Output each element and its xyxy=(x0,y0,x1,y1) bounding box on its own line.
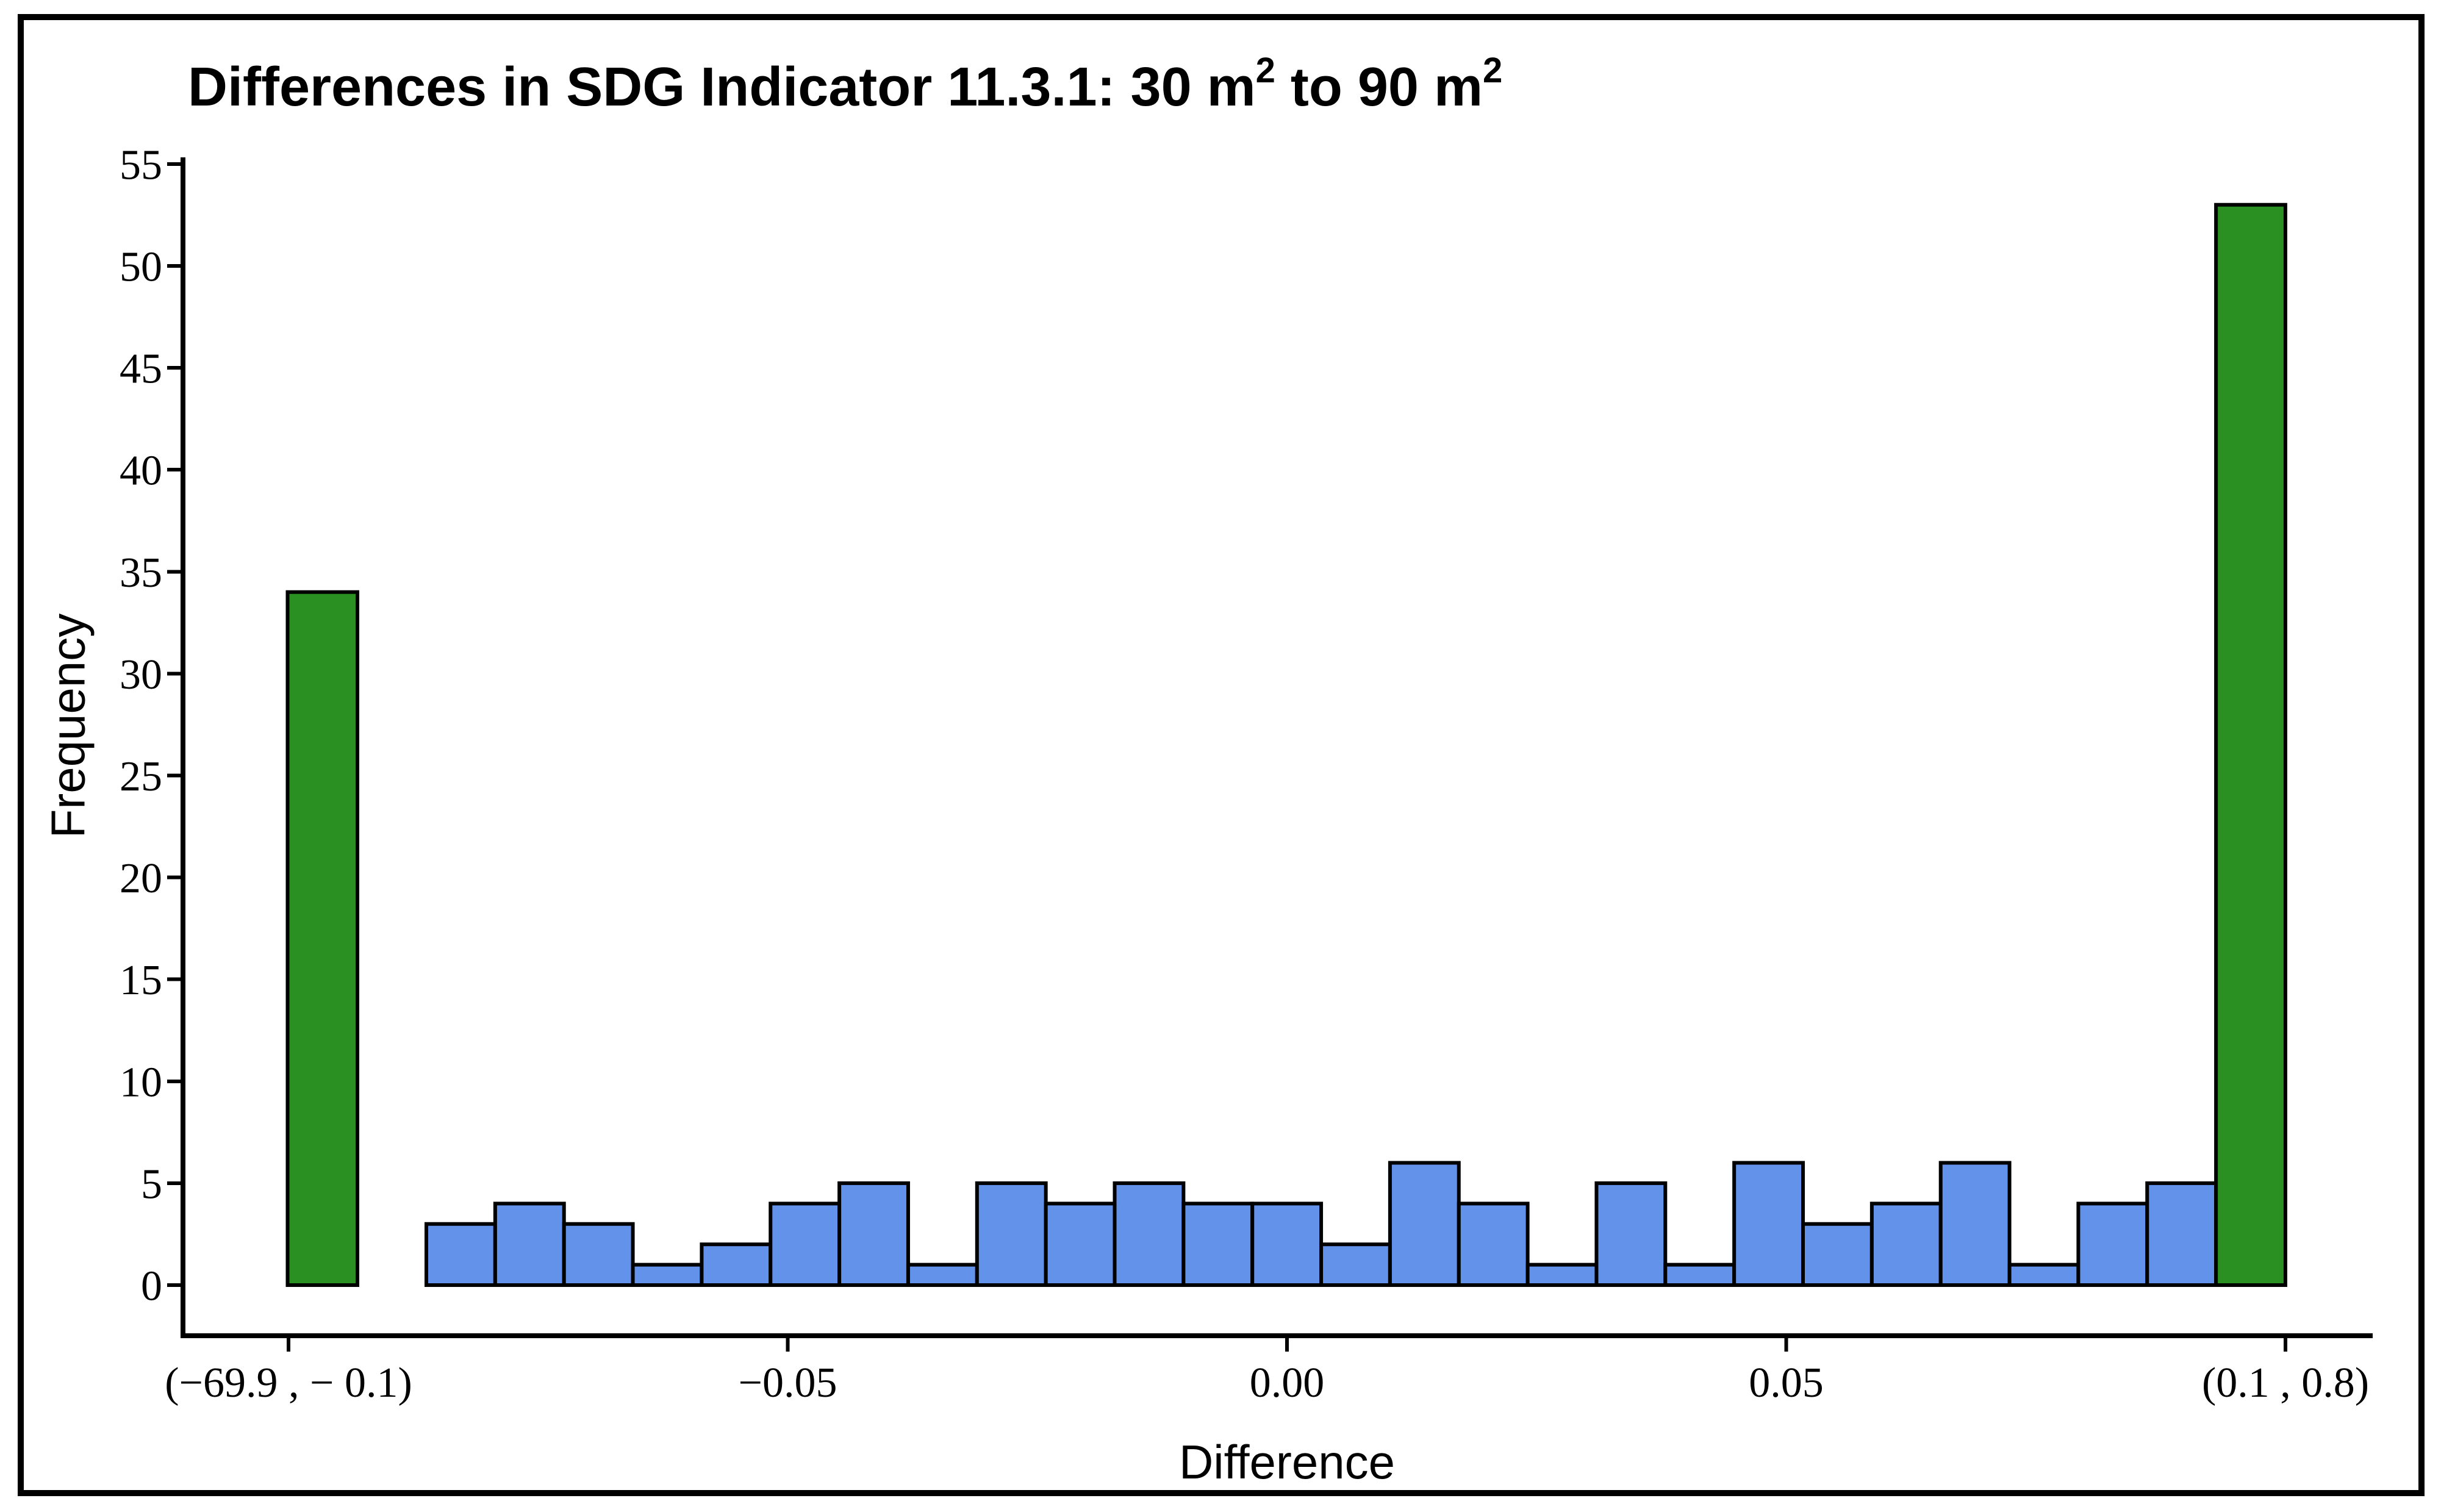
x-axis-tick-label: (−69.9 , − 0.1) xyxy=(165,1360,412,1406)
figure-border xyxy=(18,14,2425,1496)
histogram-bar xyxy=(1457,1202,1530,1287)
chart-title-text: to 90 m xyxy=(1275,57,1483,118)
histogram-bar xyxy=(1388,1161,1461,1287)
y-axis-tick-label: 50 xyxy=(120,244,162,291)
histogram-bar xyxy=(493,1202,566,1287)
y-axis-tick-label: 15 xyxy=(120,957,162,1004)
y-axis-tick-label: 10 xyxy=(120,1059,162,1106)
x-axis-tick-label: 0.00 xyxy=(1250,1360,1325,1406)
histogram-bar xyxy=(1250,1202,1324,1287)
y-axis-tick-label: 40 xyxy=(120,448,162,495)
histogram-bar xyxy=(1319,1242,1392,1288)
x-axis-tick-label: −0.05 xyxy=(739,1360,837,1406)
histogram-bar xyxy=(1938,1161,2012,1287)
histogram-bar xyxy=(1869,1202,1943,1287)
chart-title-text: Differences in SDG Indicator 11.3.1: 30 … xyxy=(188,57,1256,118)
histogram-bar-green-high xyxy=(2214,202,2287,1287)
y-axis-tick-label: 30 xyxy=(120,651,162,698)
histogram-bar xyxy=(1044,1202,1117,1287)
histogram-bar xyxy=(2076,1202,2149,1287)
histogram-bar xyxy=(2007,1263,2081,1288)
y-axis-tick-label: 0 xyxy=(141,1263,162,1310)
y-axis-title: Frequency xyxy=(41,613,95,839)
y-axis-tick-label: 25 xyxy=(120,753,162,800)
histogram-bar xyxy=(631,1263,704,1288)
histogram-bar xyxy=(906,1263,979,1288)
y-axis-tick-label: 5 xyxy=(141,1161,162,1208)
y-axis-tick-label: 45 xyxy=(120,346,162,393)
histogram-bar xyxy=(1525,1263,1599,1288)
y-axis-tick-label: 55 xyxy=(120,142,162,188)
chart-title: Differences in SDG Indicator 11.3.1: 30 … xyxy=(188,51,1502,119)
chart-title-superscript: 2 xyxy=(1483,51,1503,90)
histogram-bar xyxy=(1732,1161,1805,1287)
x-axis-tick-label: (0.1 , 0.8) xyxy=(2202,1360,2369,1406)
y-axis-tick-label: 35 xyxy=(120,550,162,597)
histogram-bar xyxy=(769,1202,842,1287)
histogram-bar xyxy=(425,1222,497,1287)
chart-title-superscript: 2 xyxy=(1255,51,1275,90)
histogram-bar xyxy=(1663,1263,1737,1288)
histogram-bar xyxy=(1113,1181,1186,1288)
histogram-bar xyxy=(1801,1222,1874,1287)
histogram-bar xyxy=(2145,1181,2218,1288)
histogram-bar xyxy=(700,1242,773,1288)
x-axis-title: Difference xyxy=(1178,1435,1396,1489)
histogram-bar xyxy=(837,1181,910,1288)
histogram-bar xyxy=(975,1181,1048,1288)
histogram-bar xyxy=(1594,1181,1668,1288)
y-axis-tick-label: 20 xyxy=(120,855,162,902)
histogram-bar-green-low xyxy=(285,590,359,1287)
histogram-bar xyxy=(1181,1202,1255,1287)
histogram-bar xyxy=(562,1222,635,1287)
x-axis-tick-label: 0.05 xyxy=(1749,1360,1824,1406)
